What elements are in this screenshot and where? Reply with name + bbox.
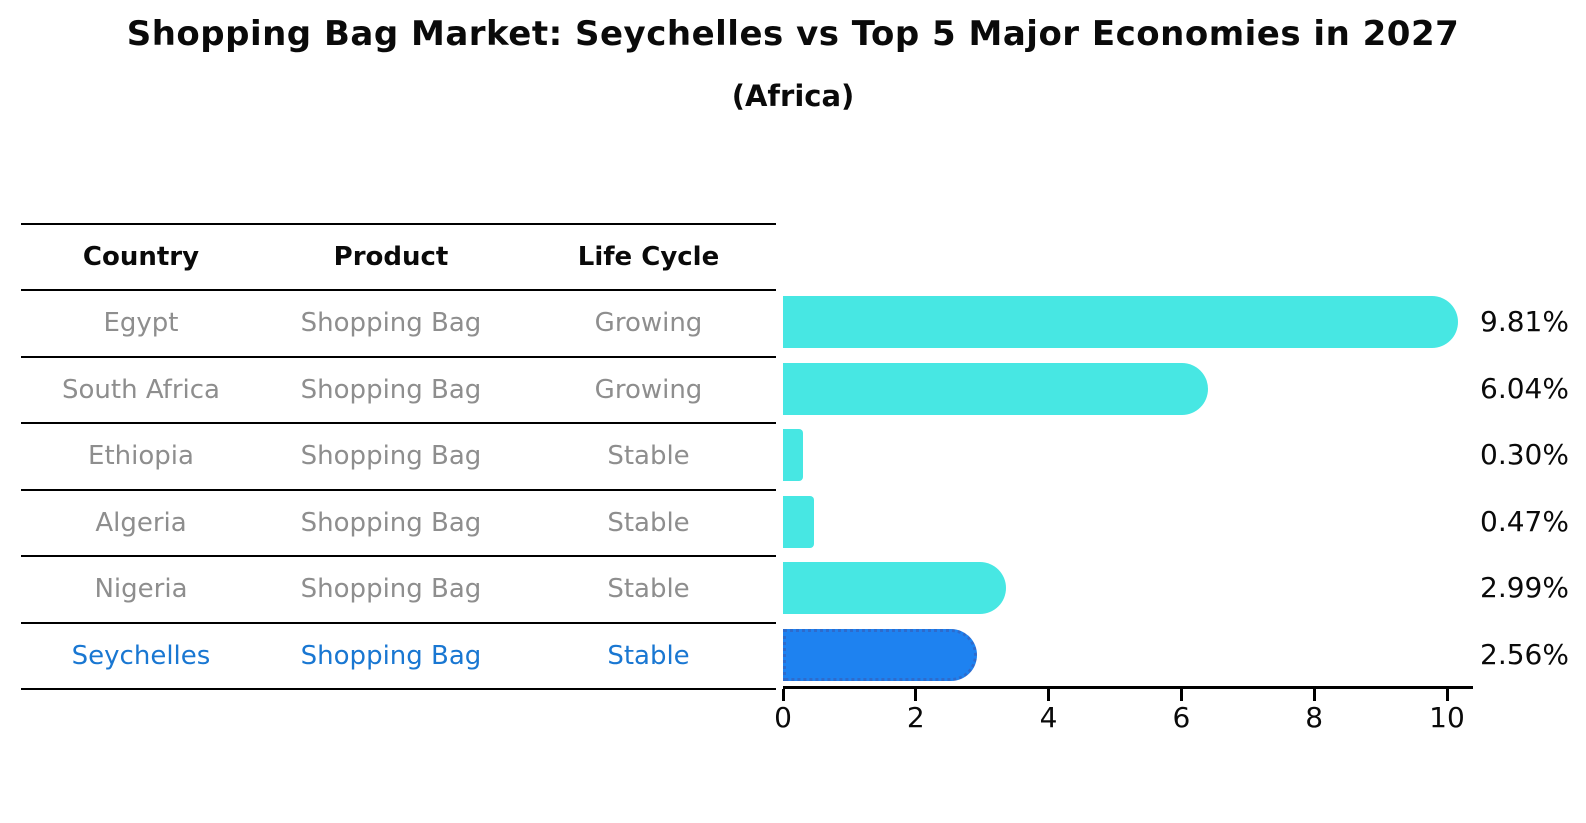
row-lifecycle-cell: Stable [607, 507, 690, 538]
x-axis-line [783, 686, 1473, 689]
row-country-cell: Nigeria [94, 574, 188, 605]
table-row: South Africa Shopping Bag Growing [21, 358, 776, 424]
x-axis-tick [914, 689, 918, 701]
row-product-cell: Shopping Bag [300, 374, 482, 405]
row-product-cell: Shopping Bag [300, 308, 482, 339]
bar-value-label: 0.47% [1480, 504, 1569, 538]
bar-value-label: 2.99% [1480, 571, 1569, 604]
row-country-cell: Egypt [103, 308, 179, 339]
x-axis-tick-label: 0 [774, 701, 792, 734]
table-row: Seychelles Shopping Bag Stable [21, 624, 776, 690]
table-header-product: Product [333, 242, 449, 272]
table-body: Egypt Shopping Bag Growing South Africa Shop… [21, 291, 776, 690]
table-row: Algeria Shopping Bag Stable [21, 491, 776, 557]
row-product-cell: Shopping Bag [300, 441, 482, 472]
x-axis-tick-label: 2 [906, 701, 925, 734]
row-product-cell: Shopping Bag [300, 574, 482, 605]
x-axis-tick-label: 8 [1305, 701, 1324, 734]
bar-south-africa [783, 362, 1209, 415]
row-product-cell: Shopping Bag [300, 507, 482, 538]
bar-value-label: 9.81% [1480, 305, 1569, 338]
x-axis-tick [1179, 689, 1183, 701]
table-header-lifecycle: Life Cycle [577, 242, 720, 272]
table-row: Ethiopia Shopping Bag Stable [21, 424, 776, 491]
x-axis-tick [1047, 689, 1051, 701]
row-lifecycle-cell: Stable [607, 441, 690, 472]
table-header-row: Country Product Life Cycle [21, 223, 776, 291]
table-row: Nigeria Shopping Bag Stable [21, 557, 776, 624]
bar-value-label: 2.56% [1480, 637, 1569, 671]
row-country-cell: Seychelles [71, 640, 211, 671]
x-axis-tick [781, 689, 785, 701]
x-axis-tick-label: 10 [1429, 701, 1465, 734]
row-lifecycle-cell: Stable [607, 574, 690, 605]
country-table: Country Product Life Cycle Egypt Shopping… [21, 223, 776, 690]
row-lifecycle-cell: Growing [594, 374, 703, 405]
x-axis-tick-label: 6 [1172, 701, 1191, 734]
table-header-country: Country [82, 242, 200, 272]
bar-algeria [783, 495, 815, 548]
bar-value-label: 0.30% [1480, 438, 1569, 471]
row-country-cell: South Africa [62, 374, 220, 405]
bar-egypt [783, 296, 1459, 349]
x-axis-tick [1445, 689, 1449, 701]
row-country-cell: Ethiopia [88, 441, 194, 472]
chart-title: Shopping Bag Market: Seychelles vs Top 5… [126, 14, 1460, 54]
row-product-cell: Shopping Bag [300, 640, 482, 671]
chart-subtitle: (Africa) [731, 79, 855, 113]
x-axis-tick-label: 4 [1039, 701, 1058, 734]
bar-nigeria [783, 562, 1006, 615]
bar-ethiopia [783, 429, 803, 482]
bar-highlight-seychelles [783, 628, 977, 681]
row-lifecycle-cell: Growing [594, 308, 703, 339]
table-row: Egypt Shopping Bag Growing [21, 291, 776, 358]
row-lifecycle-cell: Stable [607, 640, 690, 671]
bar-value-label: 6.04% [1480, 371, 1569, 405]
row-country-cell: Algeria [95, 507, 187, 538]
bar-chart: 9.81% 6.04% 0.30% 0.47% 2.99% 2.56% 0 2 4 6 8 10 [774, 223, 1583, 813]
x-axis-tick [1312, 689, 1316, 701]
